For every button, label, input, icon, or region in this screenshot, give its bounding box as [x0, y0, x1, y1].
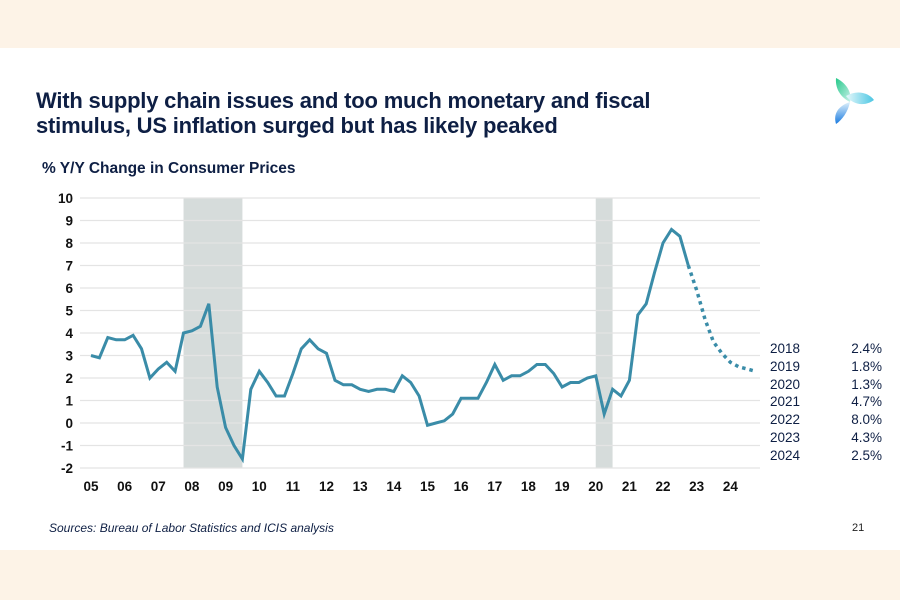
y-tick-label: 9: [65, 214, 73, 229]
y-tick-label: 1: [65, 394, 73, 409]
annual-table-row: 2019 1.8%: [770, 358, 882, 376]
annual-table-value: 2.5%: [851, 447, 882, 463]
annual-table-value: 1.8%: [851, 358, 882, 374]
annual-table-value: 8.0%: [851, 412, 882, 428]
x-tick-label: 16: [454, 479, 470, 494]
x-tick-label: 07: [151, 479, 166, 494]
x-tick-label: 19: [555, 479, 570, 494]
x-tick-label: 24: [723, 479, 739, 494]
y-tick-label: 4: [65, 326, 73, 341]
annual-table-value: 2.4%: [851, 341, 882, 356]
top-band: [0, 0, 900, 48]
x-tick-label: 23: [689, 479, 705, 494]
annual-table-year: 2024: [770, 447, 801, 463]
x-tick-label: 08: [184, 479, 200, 494]
annual-table-year: 2020: [770, 376, 801, 392]
annual-table-year: 2023: [770, 429, 801, 445]
tri-leaf-logo-icon: [832, 76, 876, 126]
forecast-series-line: [686, 264, 757, 373]
x-tick-label: 06: [117, 479, 133, 494]
annual-inflation-table: 2018 2.4% 2019 1.8% 2020 1.3% 2021 4.7% 2022 8.0%…: [770, 340, 882, 465]
y-tick-label: 2: [65, 371, 73, 386]
annual-table-value: 1.3%: [851, 376, 882, 392]
y-tick-label: -2: [61, 461, 73, 476]
slide-title-line-1: With supply chain issues and too much mo…: [36, 88, 651, 113]
x-tick-label: 18: [521, 479, 537, 494]
annual-table-row: 2021 4.7%: [770, 393, 882, 411]
x-tick-label: 17: [487, 479, 502, 494]
x-tick-label: 15: [420, 479, 436, 494]
annual-table-row: 2024 2.5%: [770, 447, 882, 465]
y-tick-label: 6: [65, 281, 73, 296]
annual-table-year: 2018: [770, 341, 801, 356]
slide-title: With supply chain issues and too much mo…: [36, 88, 756, 138]
annual-table-row: 2018 2.4%: [770, 340, 882, 358]
x-tick-label: 14: [386, 479, 402, 494]
annual-table-value: 4.7%: [851, 394, 882, 410]
bottom-band: [0, 550, 900, 600]
annual-table-year: 2022: [770, 412, 801, 428]
actual-series-line: [90, 227, 690, 464]
annual-table-year: 2019: [770, 358, 801, 374]
x-tick-label: 20: [588, 479, 603, 494]
page-number: 21: [852, 522, 865, 534]
x-tick-label: 13: [353, 479, 369, 494]
y-tick-label: 0: [65, 416, 73, 431]
y-tick-label: 7: [65, 259, 73, 274]
x-tick-label: 05: [83, 479, 99, 494]
x-tick-label: 12: [319, 479, 334, 494]
x-tick-label: 10: [252, 479, 267, 494]
annual-table-row: 2022 8.0%: [770, 411, 882, 429]
x-tick-label: 09: [218, 479, 233, 494]
source-note: Sources: Bureau of Labor Statistics and …: [49, 521, 334, 535]
y-tick-label: -1: [61, 439, 73, 454]
y-tick-label: 3: [65, 349, 73, 364]
annual-table-value: 4.3%: [851, 429, 882, 445]
annual-table-row: 2020 1.3%: [770, 376, 882, 394]
annual-table-row: 2023 4.3%: [770, 429, 882, 447]
x-tick-label: 22: [656, 479, 671, 494]
y-tick-label: 10: [58, 191, 73, 206]
annual-table-year: 2021: [770, 394, 801, 410]
slide-title-line-2: stimulus, US inflation surged but has li…: [36, 113, 558, 138]
y-tick-label: 8: [65, 236, 73, 251]
chart-title: % Y/Y Change in Consumer Prices: [42, 160, 296, 177]
x-tick-label: 21: [622, 479, 638, 494]
y-tick-label: 5: [65, 304, 73, 319]
x-tick-label: 11: [286, 479, 301, 494]
